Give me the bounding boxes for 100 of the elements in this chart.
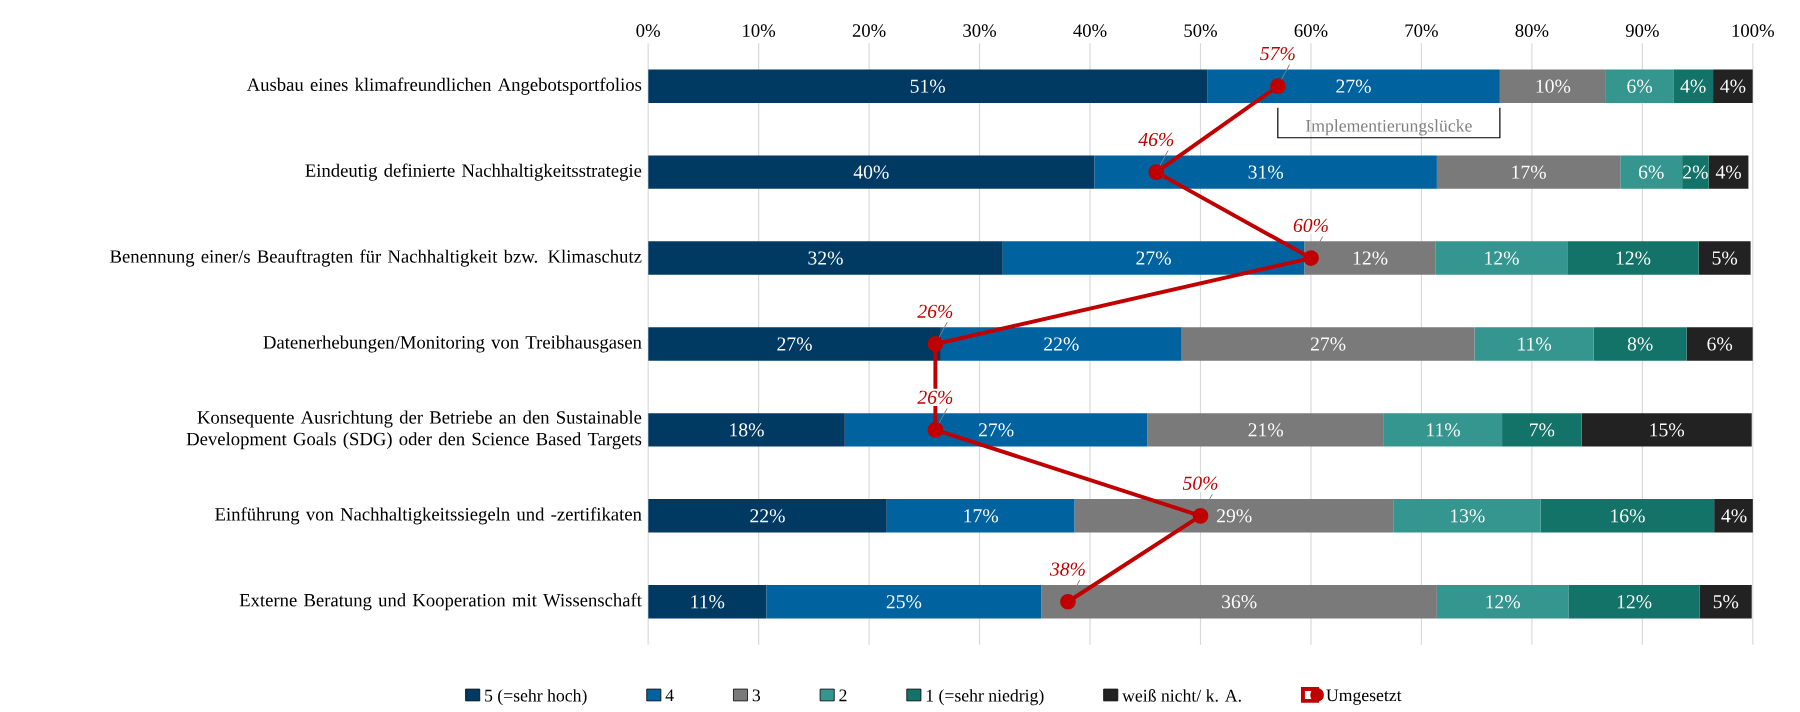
data-label: 51%: [910, 79, 946, 93]
data-label: 13%: [1450, 509, 1485, 523]
bar: [1708, 155, 1749, 189]
bar: [1686, 327, 1753, 361]
annotation: Implementierungslücke: [1305, 119, 1472, 136]
point: [927, 422, 944, 438]
data-label: 27%: [1136, 251, 1171, 265]
y-tick-label: Externe Beratung und Kooperation mit Wissenschaft: [239, 593, 642, 611]
data-label: 26%: [917, 304, 953, 319]
x-tick-label: 60%: [1294, 24, 1328, 37]
data-label: 4%: [1721, 509, 1747, 523]
bar: [1568, 585, 1700, 619]
bar: [1436, 155, 1621, 189]
data-label: 25%: [886, 595, 922, 609]
data-label: 12%: [1616, 251, 1651, 265]
data-label: 12%: [1353, 251, 1388, 265]
data-label: 10%: [1536, 79, 1571, 93]
data-label: 32%: [808, 251, 843, 265]
bar: [648, 69, 1208, 103]
bar: [1620, 155, 1683, 189]
bar: [1605, 69, 1674, 103]
data-label: 38%: [1049, 562, 1085, 576]
data-label: 12%: [1486, 595, 1520, 609]
x-tick-label: 20%: [852, 24, 886, 37]
bar: [1383, 413, 1503, 447]
bar: [648, 241, 1003, 275]
y-tick-label: Benennung einer/s Beauftragten für Nachhaltigkeit bzw. Klimaschutz: [110, 249, 642, 267]
data-label: 15%: [1650, 423, 1685, 437]
data-label: 11%: [691, 595, 725, 609]
bar: [1094, 155, 1437, 189]
y-tick-label: Einführung von Nachhaltigkeitssiegeln und -zertifikaten: [215, 507, 642, 525]
point: [1269, 78, 1286, 95]
bar: [1567, 241, 1699, 275]
x-tick-label: 40%: [1073, 24, 1107, 37]
data-label: 8%: [1627, 337, 1653, 351]
data-label: 6%: [1707, 337, 1733, 351]
bar: [648, 327, 941, 361]
x-tick-label: 30%: [963, 24, 997, 37]
data-label: 18%: [730, 423, 764, 437]
bar: [1502, 413, 1582, 447]
data-label: 6%: [1627, 79, 1653, 93]
point: [1303, 250, 1319, 266]
data-label: 7%: [1530, 423, 1555, 437]
y-tick-label: Datenerhebungen/Monitoring von Treibhausgasen: [263, 335, 642, 353]
bar: [1581, 413, 1752, 447]
data-label: 2%: [1683, 165, 1708, 179]
data-label: 60%: [1293, 218, 1328, 233]
bar: [1699, 585, 1752, 619]
data-label: 12%: [1617, 595, 1652, 609]
data-label: 27%: [1310, 337, 1346, 351]
data-label: 17%: [1512, 165, 1546, 179]
data-label: 22%: [1044, 337, 1079, 351]
bar: [648, 585, 767, 619]
bar: [1698, 241, 1751, 275]
data-label: 50%: [1182, 476, 1218, 490]
bar: [648, 155, 1095, 189]
bar: [1393, 499, 1541, 533]
bar: [844, 413, 1148, 447]
bar: [1499, 69, 1606, 103]
legend-label: 2: [839, 689, 847, 702]
bar: [1436, 585, 1569, 619]
data-label: 4%: [1715, 165, 1741, 179]
point: [1192, 507, 1209, 524]
x-tick-label: 0%: [636, 24, 660, 37]
legend-label: 4: [665, 689, 674, 702]
bar: [940, 327, 1182, 361]
bar: [1673, 69, 1714, 103]
point: [927, 336, 944, 352]
data-label: 12%: [1485, 251, 1519, 265]
data-label: 5%: [1713, 595, 1739, 609]
data-label: 29%: [1217, 509, 1252, 523]
legend-label: Umgesetzt: [1326, 689, 1402, 705]
bar: [1540, 499, 1715, 533]
data-label: 16%: [1611, 509, 1645, 523]
data-label: 17%: [964, 509, 999, 523]
y-tick-label: Konsequente Ausrichtung der Betriebe an den Sustainable Development Goals (SDG) oder den Science Based Targets: [186, 410, 642, 450]
data-label: 31%: [1248, 165, 1284, 179]
y-tick-label: Ausbau eines klimafreundlichen Angebotsportfolios: [246, 77, 642, 95]
data-label: 22%: [750, 509, 785, 523]
bar: [648, 413, 845, 447]
x-tick-label: 70%: [1405, 24, 1438, 37]
bar: [1207, 69, 1500, 103]
data-label: 6%: [1638, 165, 1664, 179]
data-label: 27%: [1336, 79, 1371, 93]
data-label: 11%: [1427, 423, 1460, 437]
bar: [1714, 499, 1753, 533]
data-label: 26%: [917, 390, 953, 404]
data-label: 27%: [777, 337, 812, 351]
x-tick-label: 80%: [1515, 24, 1549, 37]
legend-label: 3: [752, 689, 761, 702]
bar: [1474, 327, 1594, 361]
legend-label: 1 (=sehr niedrig): [926, 689, 1044, 706]
x-tick-label: 10%: [743, 24, 776, 37]
data-label: 5%: [1712, 251, 1738, 265]
bar: [648, 499, 887, 533]
point: [1148, 164, 1165, 180]
data-label: 57%: [1260, 46, 1295, 61]
legend-label: weiß nicht/ k. A.: [1122, 689, 1241, 702]
data-label: 21%: [1248, 423, 1284, 437]
data-label: 46%: [1138, 132, 1174, 147]
